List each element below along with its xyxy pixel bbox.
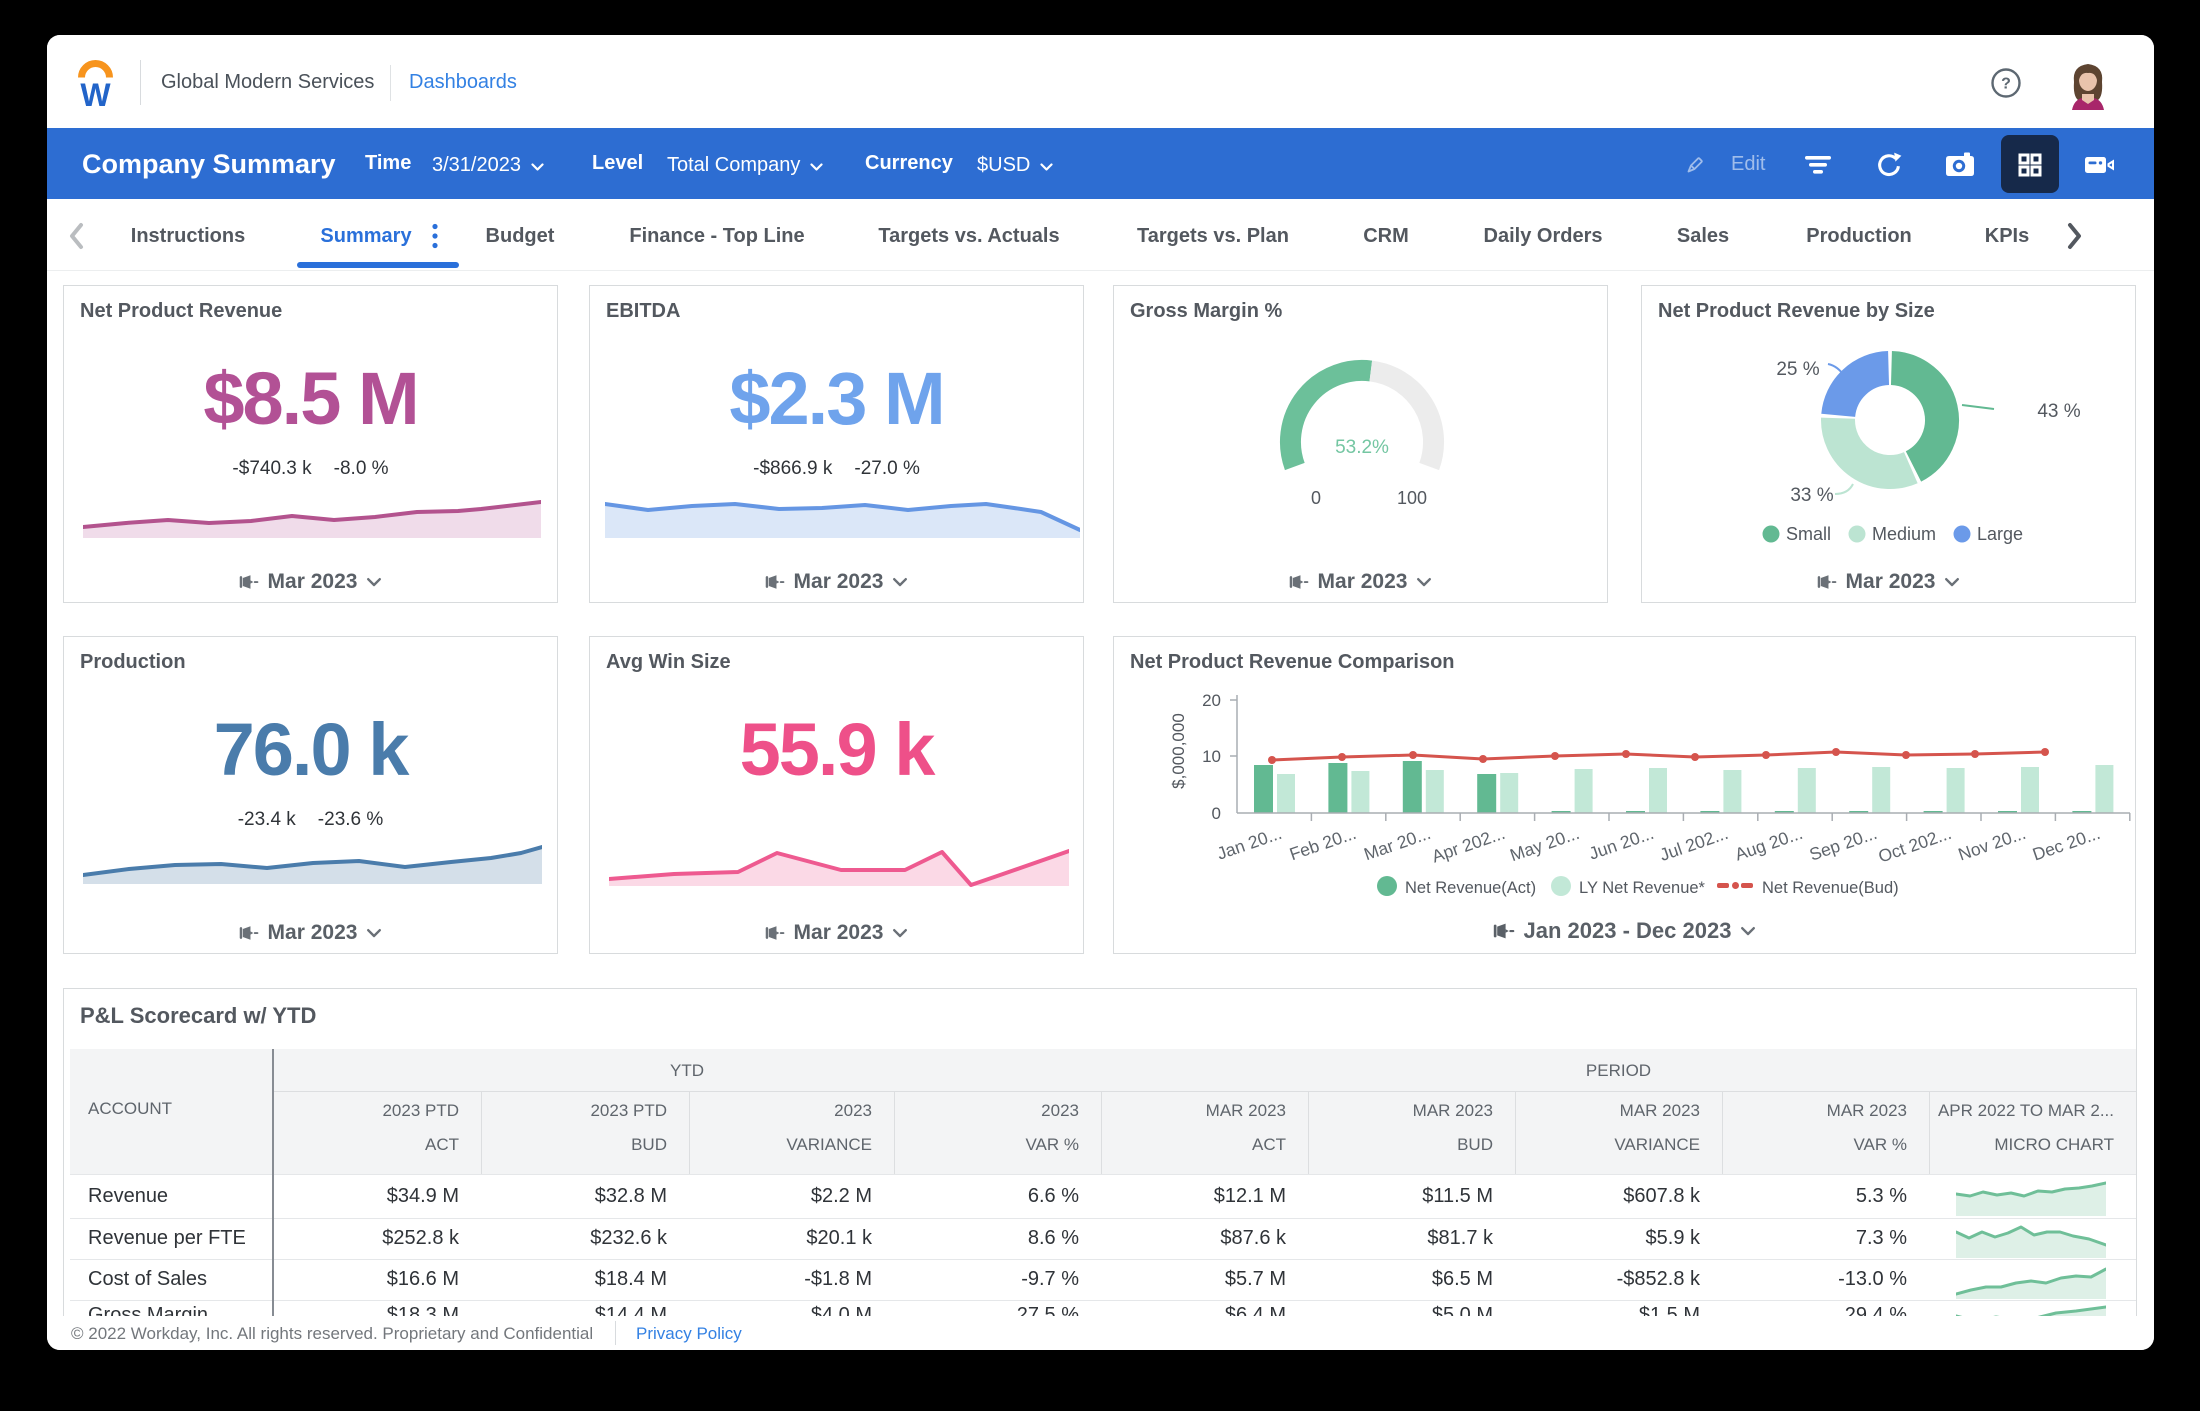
svg-text:Net Revenue(Act): Net Revenue(Act) [1405,879,1536,897]
svg-text:Sep 20...: Sep 20... [1807,823,1880,865]
svg-text:53.2%: 53.2% [1335,437,1389,458]
svg-text:0: 0 [1311,488,1321,508]
svg-text:W: W [80,77,111,109]
svg-text:Feb 20...: Feb 20... [1287,823,1359,864]
svg-text:0: 0 [1212,804,1221,823]
svg-text:43 %: 43 % [2037,401,2080,422]
svg-text:33 %: 33 % [1790,485,1833,506]
svg-text:May 20...: May 20... [1507,823,1582,865]
svg-text:10: 10 [1202,747,1221,766]
svg-text:100: 100 [1397,488,1427,508]
svg-text:?: ? [2001,76,2011,93]
svg-text:Mar 20...: Mar 20... [1361,823,1433,864]
svg-text:Large: Large [1977,524,2023,544]
svg-text:Apr 202...: Apr 202... [1429,823,1507,867]
svg-text:$,000,000: $,000,000 [1169,713,1188,789]
svg-text:Nov 20...: Nov 20... [1956,823,2029,865]
svg-text:LY Net Revenue*: LY Net Revenue* [1579,879,1706,897]
svg-text:Jun 20...: Jun 20... [1586,823,1656,864]
svg-text:Jan 20...: Jan 20... [1214,823,1284,864]
svg-text:20: 20 [1202,691,1221,710]
svg-text:Medium: Medium [1872,524,1936,544]
svg-text:Net Revenue(Bud): Net Revenue(Bud) [1762,879,1899,897]
svg-text:Oct 202...: Oct 202... [1876,823,1954,867]
svg-text:25 %: 25 % [1776,359,1819,380]
svg-text:Dec 20...: Dec 20... [2030,823,2103,865]
svg-text:Jul 202...: Jul 202... [1657,823,1731,865]
svg-text:Aug 20...: Aug 20... [1732,823,1805,865]
svg-text:Small: Small [1786,524,1831,544]
